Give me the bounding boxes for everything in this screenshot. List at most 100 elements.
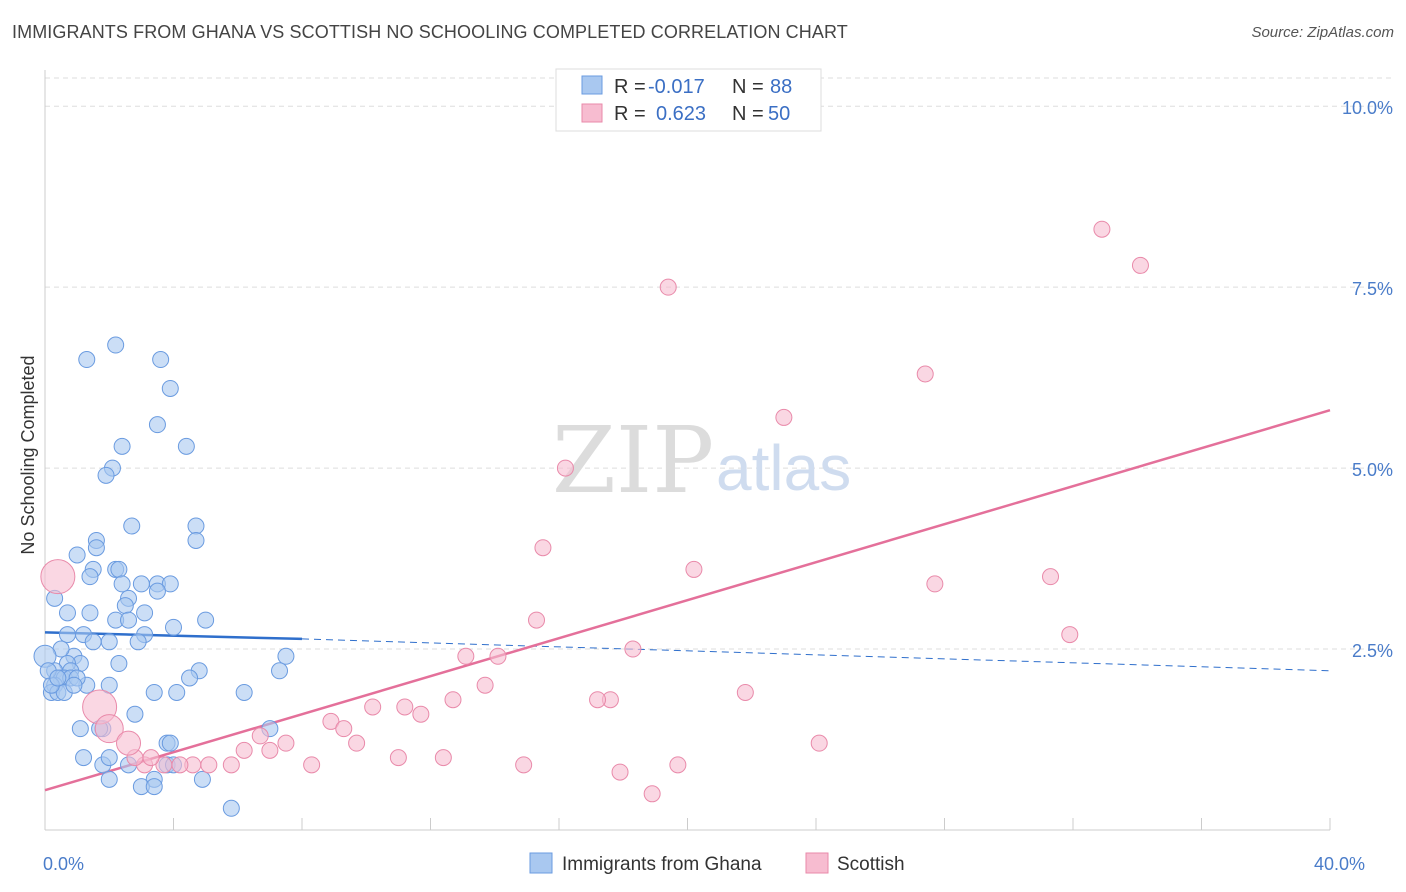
x-tick-label-0: 0.0% bbox=[43, 854, 84, 874]
point-ghana-13 bbox=[87, 539, 105, 557]
point-scottish-13 bbox=[457, 647, 475, 665]
point-ghana-78 bbox=[193, 770, 211, 788]
point-scottish-19 bbox=[444, 691, 462, 709]
point-ghana-39 bbox=[84, 633, 102, 651]
legend-r-label-pink: R = bbox=[614, 103, 646, 125]
point-ghana-2 bbox=[152, 351, 170, 369]
point-ghana-12 bbox=[187, 531, 205, 549]
point-scottish-44 bbox=[611, 763, 629, 781]
point-scottish-27 bbox=[251, 727, 269, 745]
point-ghana-80 bbox=[145, 778, 163, 796]
point-ghana-32 bbox=[197, 611, 215, 629]
legend-r-value-blue: -0.017 bbox=[648, 76, 705, 98]
point-ghana-30 bbox=[136, 604, 154, 622]
chart-title: IMMIGRANTS FROM GHANA VS SCOTTISH NO SCH… bbox=[12, 22, 848, 42]
point-ghana-76 bbox=[100, 770, 118, 788]
point-scottish-42 bbox=[142, 749, 160, 767]
point-ghana-60 bbox=[145, 683, 163, 701]
point-ghana-36 bbox=[165, 618, 182, 636]
point-scottish-8 bbox=[926, 575, 944, 593]
point-ghana-26 bbox=[81, 604, 99, 622]
point-scottish-9 bbox=[1042, 568, 1060, 586]
point-scottish-37 bbox=[200, 756, 218, 774]
point-scottish-18 bbox=[589, 691, 607, 709]
chart-source: Source: ZipAtlas.com bbox=[1251, 24, 1394, 41]
y-axis-title: No Schooling Completed bbox=[18, 355, 38, 554]
point-scottish-11 bbox=[624, 640, 642, 658]
y-tick-label-2: 7.5% bbox=[1352, 279, 1393, 299]
point-ghana-10 bbox=[123, 517, 141, 535]
watermark: ZIP atlas bbox=[552, 407, 851, 514]
point-scottish-49 bbox=[116, 730, 142, 756]
point-scottish-39 bbox=[171, 756, 189, 774]
point-ghana-43 bbox=[110, 655, 128, 673]
point-scottish-31 bbox=[389, 749, 407, 767]
point-scottish-34 bbox=[669, 756, 687, 774]
y-tick-label-3: 10.0% bbox=[1342, 98, 1393, 118]
grid-layer bbox=[45, 77, 1392, 650]
point-ghana-20 bbox=[132, 575, 150, 593]
point-scottish-35 bbox=[303, 756, 321, 774]
point-ghana-64 bbox=[71, 720, 89, 738]
y-tick-label-0: 2.5% bbox=[1352, 641, 1393, 661]
point-scottish-21 bbox=[396, 698, 414, 716]
point-ghana-27 bbox=[58, 604, 76, 622]
trend-line-scottish bbox=[44, 408, 1331, 792]
point-ghana-22 bbox=[161, 575, 179, 593]
point-scottish-15 bbox=[476, 676, 494, 694]
watermark-atlas: atlas bbox=[716, 432, 851, 504]
point-ghana-81 bbox=[222, 799, 240, 817]
point-ghana-5 bbox=[113, 437, 131, 455]
point-ghana-53 bbox=[181, 669, 199, 687]
point-ghana-61 bbox=[235, 683, 253, 701]
point-scottish-36 bbox=[222, 756, 240, 774]
y-tick-label-1: 5.0% bbox=[1352, 460, 1393, 480]
point-ghana-33 bbox=[58, 626, 76, 644]
point-ghana-84 bbox=[49, 669, 67, 687]
point-scottish-45 bbox=[643, 785, 661, 803]
point-scottish-4 bbox=[775, 408, 793, 426]
bottom-legend-label-ghana: Immigrants from Ghana bbox=[562, 854, 762, 875]
legend-n-label-pink: N = bbox=[732, 103, 764, 125]
point-scottish-10 bbox=[528, 611, 546, 629]
legend-r-value-pink: 0.623 bbox=[656, 103, 706, 125]
x-tick-label-1: 40.0% bbox=[1314, 854, 1365, 874]
point-scottish-46 bbox=[40, 559, 76, 595]
point-ghana-59 bbox=[168, 683, 186, 701]
point-ghana-19 bbox=[113, 575, 131, 593]
point-ghana-70 bbox=[75, 749, 93, 767]
point-scottish-32 bbox=[434, 749, 452, 767]
point-ghana-1 bbox=[78, 351, 96, 369]
trend-line-ghana-dashed bbox=[301, 638, 1331, 672]
point-scottish-2 bbox=[659, 278, 677, 296]
point-ghana-25 bbox=[148, 582, 166, 600]
bottom-legend: Immigrants from Ghana Scottish bbox=[529, 852, 905, 875]
point-scottish-7 bbox=[685, 560, 703, 578]
legend-n-value-pink: 50 bbox=[768, 103, 790, 125]
point-scottish-3 bbox=[916, 365, 934, 383]
point-ghana-18 bbox=[81, 568, 99, 586]
point-ghana-37 bbox=[129, 633, 147, 651]
top-legend: R = -0.017 N = 88 R = 0.623 N = 50 bbox=[555, 68, 822, 132]
point-scottish-14 bbox=[489, 647, 507, 665]
point-ghana-86 bbox=[65, 676, 83, 694]
point-ghana-69 bbox=[161, 734, 179, 752]
legend-n-label-blue: N = bbox=[732, 76, 764, 98]
point-scottish-6 bbox=[534, 539, 552, 557]
legend-swatch-blue bbox=[581, 75, 603, 95]
point-ghana-6 bbox=[177, 437, 195, 455]
point-ghana-9 bbox=[187, 517, 205, 535]
bottom-legend-label-scottish: Scottish bbox=[837, 854, 905, 875]
bottom-legend-swatch-scottish bbox=[805, 852, 829, 874]
legend-swatch-pink bbox=[581, 103, 603, 123]
point-ghana-31 bbox=[120, 611, 138, 629]
point-ghana-28 bbox=[116, 597, 134, 615]
point-scottish-5 bbox=[556, 459, 574, 477]
bottom-legend-swatch-ghana bbox=[529, 852, 553, 874]
point-scottish-20 bbox=[364, 698, 382, 716]
point-scottish-12 bbox=[1061, 626, 1079, 644]
point-ghana-8 bbox=[97, 466, 115, 484]
point-ghana-0 bbox=[107, 336, 125, 354]
point-scottish-16 bbox=[736, 683, 754, 701]
point-scottish-30 bbox=[810, 734, 828, 752]
